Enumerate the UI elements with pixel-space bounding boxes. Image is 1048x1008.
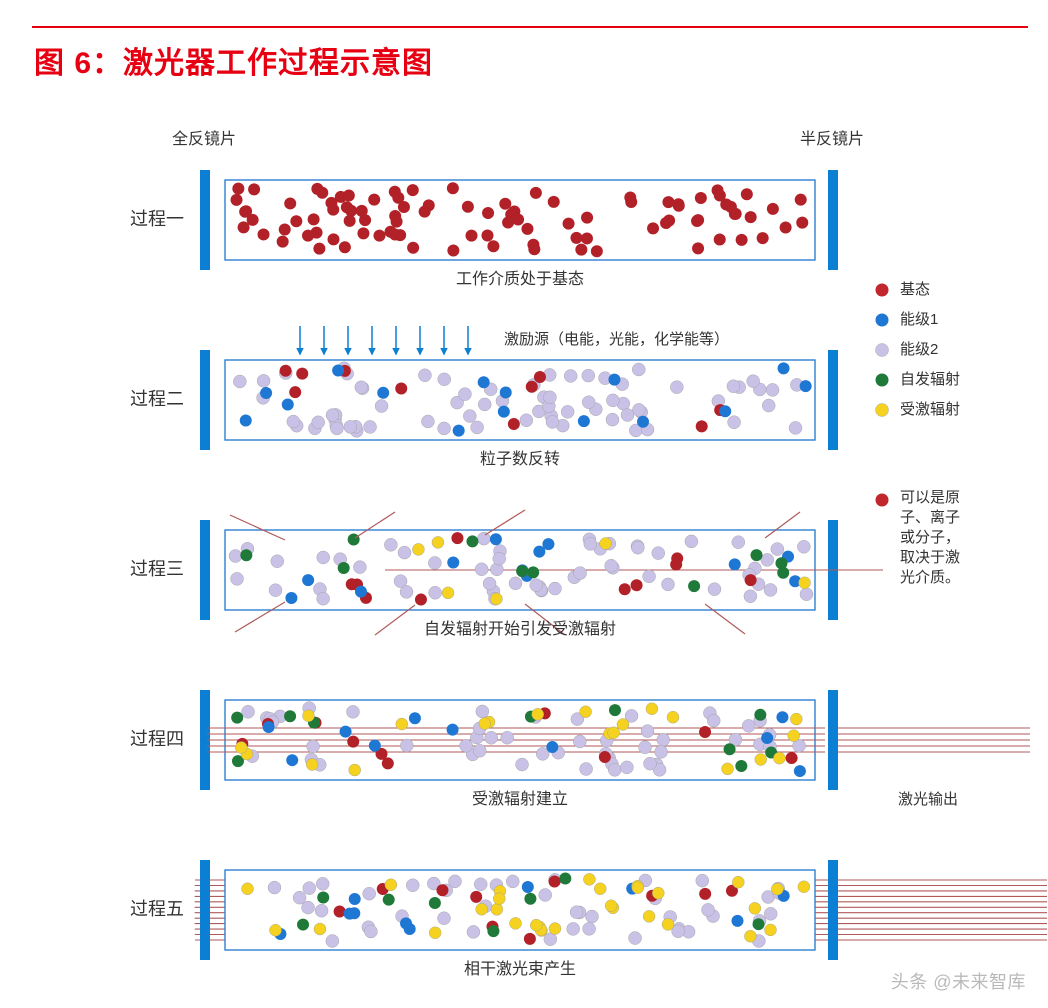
svg-text:自发辐射开始引发受激辐射: 自发辐射开始引发受激辐射 bbox=[424, 620, 616, 638]
diagram-canvas: 全反镜片 半反镜片过程一工作介质处于基态过程二粒子数反转过程三自发辐射开始引发受激… bbox=[0, 100, 1048, 980]
svg-text:过程四: 过程四 bbox=[130, 729, 184, 749]
svg-text:或分子，: 或分子， bbox=[900, 529, 960, 546]
svg-text:受激辐射: 受激辐射 bbox=[900, 401, 960, 418]
svg-text:过程二: 过程二 bbox=[130, 389, 184, 409]
svg-text:过程一: 过程一 bbox=[130, 209, 184, 229]
svg-text:半反镜片: 半反镜片 bbox=[800, 129, 864, 148]
svg-text:激励源（电能，光能，化学能等）: 激励源（电能，光能，化学能等） bbox=[504, 330, 729, 348]
svg-text:工作介质处于基态: 工作介质处于基态 bbox=[456, 270, 584, 288]
svg-text:可以是原: 可以是原 bbox=[900, 489, 960, 506]
svg-text:自发辐射: 自发辐射 bbox=[900, 371, 960, 388]
svg-text:能级2: 能级2 bbox=[900, 341, 938, 358]
figure-title: 图 6：激光器工作过程示意图 bbox=[34, 38, 433, 82]
svg-text:子、离子: 子、离子 bbox=[900, 509, 960, 526]
svg-text:过程三: 过程三 bbox=[130, 559, 184, 579]
svg-text:基态: 基态 bbox=[900, 281, 930, 298]
svg-text:光介质。: 光介质。 bbox=[900, 569, 960, 586]
svg-text:相干激光束产生: 相干激光束产生 bbox=[464, 960, 576, 978]
svg-text:取决于激: 取决于激 bbox=[900, 549, 960, 566]
svg-text:粒子数反转: 粒子数反转 bbox=[480, 450, 560, 468]
svg-text:激光输出: 激光输出 bbox=[898, 791, 958, 808]
watermark: 头条 @未来智库 bbox=[891, 968, 1026, 994]
svg-text:受激辐射建立: 受激辐射建立 bbox=[472, 790, 568, 808]
figure-top-rule bbox=[32, 26, 1028, 28]
svg-text:能级1: 能级1 bbox=[900, 311, 938, 328]
svg-text:全反镜片: 全反镜片 bbox=[172, 129, 236, 148]
svg-text:过程五: 过程五 bbox=[130, 899, 184, 919]
